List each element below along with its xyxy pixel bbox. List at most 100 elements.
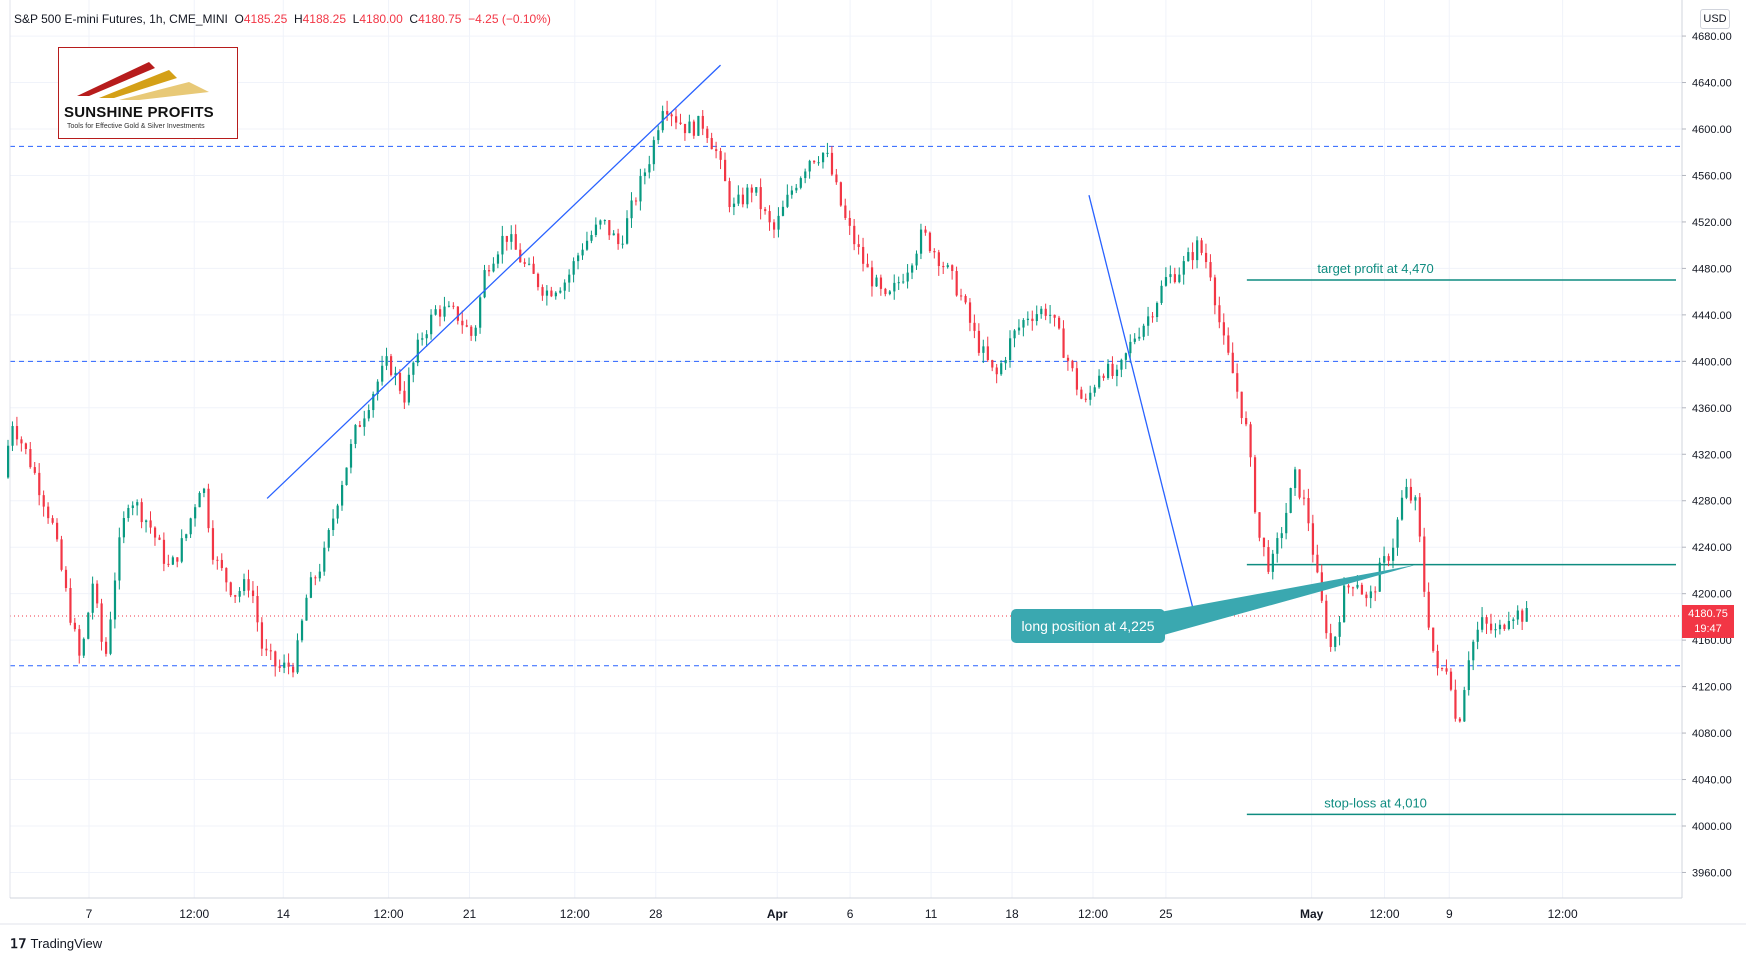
candle-body — [372, 393, 375, 411]
candle-body — [559, 290, 562, 293]
candle-body — [278, 666, 281, 668]
x-tick-label: 7 — [86, 907, 93, 921]
candle-body — [1356, 584, 1359, 588]
change-value: −4.25 (−0.10%) — [468, 12, 551, 26]
candle-body — [131, 505, 134, 509]
candle-body — [176, 557, 179, 562]
logo-subtitle: Tools for Effective Gold & Silver Invest… — [67, 123, 205, 130]
candle-body — [229, 582, 232, 596]
candle-body — [1133, 338, 1136, 342]
candle-body — [38, 472, 41, 496]
candle-body — [835, 174, 838, 183]
candle-body — [888, 291, 891, 295]
candle-body — [136, 502, 139, 506]
candle-body — [323, 547, 326, 572]
candle-body — [772, 222, 776, 230]
candle-body — [145, 520, 148, 523]
candle-body — [523, 262, 526, 264]
candle-body — [995, 367, 998, 375]
candle-body — [973, 322, 976, 331]
last-price-badge: 4180.75 19:47 — [1682, 605, 1734, 638]
candle-body — [1409, 486, 1413, 501]
currency-button[interactable]: USD — [1700, 9, 1730, 29]
candle-body — [389, 356, 393, 376]
candle-body — [1494, 629, 1497, 631]
candle-body — [64, 569, 68, 589]
candle-body — [1026, 318, 1030, 321]
candle-body — [568, 274, 571, 283]
candle-body — [220, 559, 223, 569]
candle-body — [1106, 363, 1110, 378]
candle-body — [919, 229, 923, 254]
candle-body — [1414, 497, 1417, 501]
candle-body — [398, 372, 402, 391]
candle-body — [1013, 330, 1016, 339]
candle-body — [634, 200, 638, 202]
candle-body — [790, 190, 793, 195]
candle-body — [1481, 617, 1484, 630]
candle-body — [20, 439, 23, 444]
candle-body — [1400, 497, 1404, 520]
candle-body — [24, 443, 28, 450]
candle-body — [1102, 375, 1105, 378]
candle-body — [1525, 607, 1528, 622]
candle-body — [1227, 335, 1230, 353]
candle-body — [732, 203, 736, 208]
candle-body — [33, 467, 36, 473]
candle-body — [1017, 327, 1021, 331]
candle-body — [955, 271, 958, 296]
candle-body — [1338, 622, 1341, 637]
candle-body — [706, 128, 709, 139]
candle-body — [180, 538, 183, 562]
candle-body — [1351, 587, 1355, 589]
candle-body — [799, 178, 802, 188]
candle-body — [1365, 594, 1368, 599]
candle-body — [991, 360, 994, 368]
candle-body — [697, 115, 700, 136]
candle-body — [483, 270, 486, 298]
y-tick-label: 4480.00 — [1692, 263, 1732, 275]
candle-body — [1294, 469, 1297, 489]
candle-body — [710, 138, 713, 150]
candle-body — [318, 571, 321, 579]
candle-body — [1191, 252, 1194, 261]
candle-body — [421, 338, 424, 340]
candle-body — [1516, 610, 1519, 620]
candle-body — [1498, 624, 1502, 630]
candle-body — [47, 506, 50, 519]
candle-body — [416, 339, 419, 363]
candle-body — [879, 277, 883, 289]
candle-body — [1512, 619, 1515, 621]
candle-body — [1084, 398, 1087, 400]
candle-body — [514, 234, 517, 250]
candle-body — [394, 372, 397, 376]
low-value: 4180.00 — [359, 12, 403, 26]
candle-body — [1369, 591, 1372, 599]
x-tick-label: May — [1300, 907, 1324, 921]
candle-body — [78, 629, 81, 656]
candle-body — [688, 121, 691, 134]
candle-body — [349, 443, 353, 468]
candle-body — [465, 325, 468, 327]
candle-body — [501, 235, 504, 255]
candle-body — [510, 234, 513, 242]
y-tick-label: 4280.00 — [1692, 496, 1732, 508]
candle-body — [487, 270, 491, 272]
candle-body — [1387, 556, 1390, 561]
candle-body — [679, 122, 682, 124]
candle-body — [1383, 556, 1386, 563]
candle-body — [928, 232, 932, 252]
candle-body — [1004, 360, 1007, 364]
candle-body — [73, 622, 77, 630]
candle-body — [1440, 668, 1444, 670]
candle-body — [701, 115, 704, 129]
tradingview-logo[interactable]: 𝟣𝟩 TradingView — [10, 936, 102, 952]
candle-body — [1427, 591, 1430, 628]
candle-body — [1298, 469, 1301, 498]
candle-body — [492, 263, 495, 272]
candle-body — [185, 534, 188, 539]
candle-body — [1169, 274, 1172, 278]
candle-body — [1347, 585, 1350, 588]
candle-body — [821, 152, 825, 163]
